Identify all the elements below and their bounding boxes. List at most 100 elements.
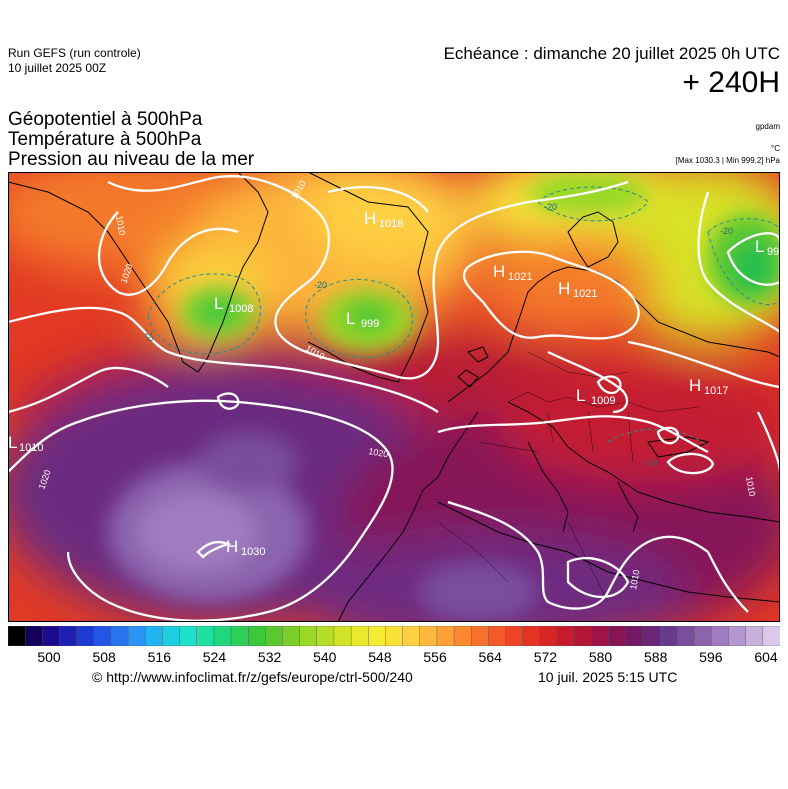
center-value: 1010 xyxy=(19,442,43,454)
color-swatch xyxy=(316,626,335,646)
color-swatch xyxy=(196,626,215,646)
color-swatch xyxy=(402,626,421,646)
isobar-label: 1010 xyxy=(114,215,127,236)
color-swatch xyxy=(265,626,283,646)
color-swatch xyxy=(368,626,386,646)
color-swatch xyxy=(213,626,232,646)
coastlines xyxy=(8,172,780,622)
color-swatch xyxy=(350,626,369,646)
center-type: L xyxy=(755,237,764,256)
center-type: L xyxy=(8,433,17,452)
center-value: 999 xyxy=(767,246,780,258)
color-scale-tick: 604 xyxy=(754,649,778,665)
center-value: 1021 xyxy=(573,288,597,300)
center-type: H xyxy=(364,209,376,228)
center-value: 1017 xyxy=(704,385,728,397)
color-swatch xyxy=(522,626,541,646)
isotherm-label: -20 xyxy=(544,202,557,212)
color-scale-tick: 596 xyxy=(699,649,723,665)
isotherm-label: -20 xyxy=(314,280,327,290)
color-swatch xyxy=(659,626,678,646)
isotherm-label: -20 xyxy=(720,226,733,236)
color-scale-tick: 516 xyxy=(147,649,171,665)
color-scale-tick: 580 xyxy=(588,649,613,665)
color-swatch xyxy=(625,626,644,646)
color-swatch xyxy=(162,626,181,646)
color-swatch xyxy=(385,626,404,646)
color-swatch xyxy=(419,626,438,646)
color-swatch xyxy=(591,626,609,646)
isobar-label: 1010 xyxy=(744,476,757,497)
color-swatch xyxy=(745,626,764,646)
color-swatch xyxy=(59,626,78,646)
color-swatch xyxy=(42,626,60,646)
color-swatch xyxy=(694,626,712,646)
center-value: 1021 xyxy=(508,271,532,283)
color-swatch xyxy=(608,626,627,646)
color-swatch xyxy=(24,626,43,646)
color-scale-tick: 508 xyxy=(92,649,116,665)
color-scale-tick: 556 xyxy=(423,649,447,665)
color-scale-tick: 564 xyxy=(478,649,502,665)
isotherm-label: -20 xyxy=(142,327,156,343)
run-date: 10 juillet 2025 00Z xyxy=(8,61,107,75)
center-value: 1016 xyxy=(379,218,403,230)
color-scale-tick: 540 xyxy=(313,649,337,665)
copyright-url: © http://www.infoclimat.fr/z/gefs/europe… xyxy=(92,669,413,685)
color-swatch xyxy=(247,626,266,646)
center-type: H xyxy=(493,262,505,281)
color-swatch xyxy=(573,626,592,646)
color-swatch xyxy=(179,626,198,646)
color-swatch xyxy=(8,626,26,646)
color-swatch xyxy=(676,626,695,646)
color-swatch xyxy=(471,626,489,646)
color-swatch xyxy=(539,626,558,646)
center-type: H xyxy=(689,376,701,395)
color-swatch xyxy=(453,626,472,646)
color-scale-tick: 532 xyxy=(257,649,282,665)
isobar-label: 1020 xyxy=(368,446,389,459)
color-scale-tick: 524 xyxy=(202,649,227,665)
center-type: H xyxy=(226,537,238,556)
center-type: H xyxy=(558,279,570,298)
color-swatch xyxy=(711,626,730,646)
country-borders xyxy=(437,351,699,603)
center-type: L xyxy=(576,386,585,405)
parameter-temperature: Température à 500hPa xyxy=(8,129,202,150)
isobar-label: 1010 xyxy=(628,569,641,590)
color-swatch xyxy=(127,626,146,646)
center-value: 999 xyxy=(361,318,379,330)
color-swatch xyxy=(333,626,352,646)
color-scale-bar xyxy=(8,626,780,646)
color-swatch xyxy=(642,626,661,646)
color-swatch xyxy=(282,626,301,646)
color-scale-tick: 572 xyxy=(533,649,558,665)
unit-temperature: °C xyxy=(771,144,780,153)
color-swatch xyxy=(488,626,507,646)
color-scale-tick: 500 xyxy=(37,649,61,665)
color-scale-tick: 588 xyxy=(644,649,668,665)
isotherm-label: -10 xyxy=(644,458,657,468)
parameter-pressure: Pression au niveau de la mer xyxy=(8,149,255,170)
center-value: 1009 xyxy=(591,395,615,407)
pressure-centers: H 1016 H 1021 H 1021 L 1008 L 999 L 1009… xyxy=(8,209,780,558)
color-swatch xyxy=(556,626,575,646)
color-swatch xyxy=(299,626,318,646)
color-swatch xyxy=(505,626,524,646)
isotherm-labels: -20 -20 -20 -20 -10 xyxy=(142,202,733,468)
unit-geopotential: gpdam xyxy=(755,122,780,131)
color-swatch xyxy=(762,626,780,646)
color-scale-tick: 548 xyxy=(368,649,392,665)
color-swatch xyxy=(728,626,747,646)
color-swatch xyxy=(110,626,129,646)
isobars xyxy=(8,175,780,622)
run-label: Run GEFS (run controle) xyxy=(8,46,141,60)
geopotential-field xyxy=(8,172,780,622)
lead-time: + 240H xyxy=(682,66,780,99)
unit-pressure-range: [Max 1030.3 | Min 999.2] hPa xyxy=(675,156,780,165)
valid-time: Echéance : dimanche 20 juillet 2025 0h U… xyxy=(443,44,780,63)
color-swatch xyxy=(145,626,163,646)
color-swatch xyxy=(76,626,95,646)
center-value: 1030 xyxy=(241,546,265,558)
color-swatch xyxy=(436,626,455,646)
